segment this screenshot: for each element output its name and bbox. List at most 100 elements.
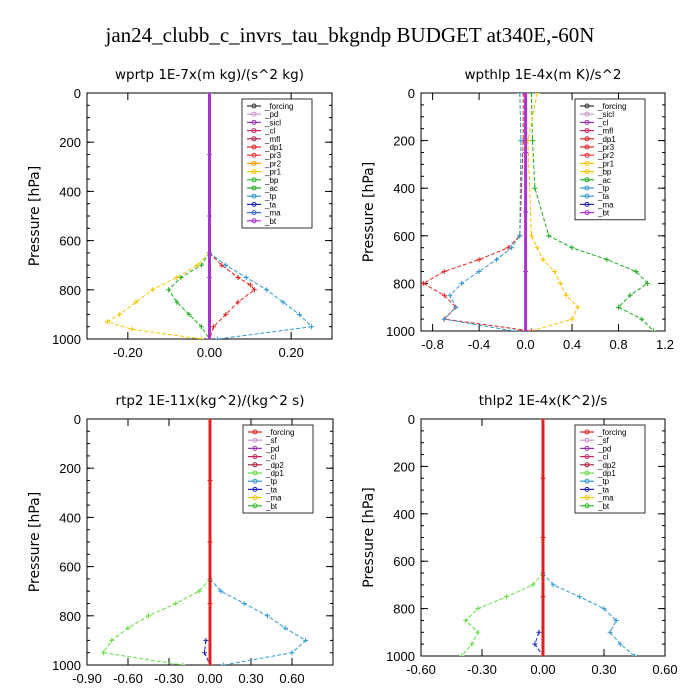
data-point xyxy=(523,269,529,274)
x-tick-label: 0.8 xyxy=(609,337,627,352)
data-point xyxy=(198,336,204,339)
legend-entry: _sf xyxy=(265,436,277,445)
legend-marker xyxy=(251,111,257,117)
legend-entry: _dp1 xyxy=(597,469,616,478)
legend-entry: _tp xyxy=(597,184,610,193)
legend-marker xyxy=(252,486,258,492)
data-point xyxy=(601,606,607,612)
legend-entry: _bt xyxy=(597,502,610,511)
data-point xyxy=(540,475,546,481)
data-point xyxy=(540,653,546,656)
data-point xyxy=(303,637,309,643)
data-point xyxy=(476,269,482,274)
legend-entry: _ma xyxy=(597,494,614,503)
legend-entry: _pd xyxy=(265,444,279,453)
data-point xyxy=(528,328,534,331)
panel-title: wpthlp 1E-4x(m K)/s^2 xyxy=(465,67,622,83)
data-point xyxy=(180,662,186,665)
series-line-pr1 xyxy=(527,93,579,331)
legend-entry: _pr1 xyxy=(597,159,615,168)
y-tick-label: 600 xyxy=(59,234,81,249)
legend-entry: _ta xyxy=(265,485,278,494)
legend-entry: _bt xyxy=(597,209,610,218)
series-line-dp1 xyxy=(461,572,544,656)
legend: _forcing_sf_pd_cl_dp2_dp1_tp_ta_ma_bt xyxy=(574,424,646,514)
series-line-dp1 xyxy=(209,252,256,339)
data-point xyxy=(523,209,529,215)
data-point xyxy=(569,316,575,322)
data-point xyxy=(459,280,465,286)
data-point xyxy=(202,650,208,656)
legend-marker xyxy=(251,185,257,191)
data-point xyxy=(218,588,224,594)
legend-entry: _sicl xyxy=(597,110,614,119)
series-group xyxy=(104,93,315,339)
data-point xyxy=(207,662,213,665)
data-point xyxy=(607,629,613,635)
legend-entry: _tp xyxy=(264,192,277,201)
legend-marker xyxy=(251,136,257,142)
x-tick-label: 0.60 xyxy=(652,662,677,677)
data-point xyxy=(540,535,546,540)
data-point xyxy=(207,93,212,96)
x-tick-label: -0.60 xyxy=(406,662,436,677)
data-point xyxy=(215,336,221,339)
legend-marker xyxy=(252,462,258,468)
data-point xyxy=(463,617,469,623)
x-tick-label: 0.30 xyxy=(238,671,263,686)
legend-entry: _forcing xyxy=(264,102,293,111)
data-point xyxy=(575,304,581,310)
y-tick-label: 1000 xyxy=(52,332,81,347)
y-tick-label: 200 xyxy=(393,459,415,474)
legend-marker xyxy=(584,185,590,191)
legend-box xyxy=(574,98,646,221)
data-point xyxy=(243,275,249,280)
legend-entry: _ma xyxy=(265,494,282,503)
data-point xyxy=(207,152,212,157)
y-tick-label: 800 xyxy=(59,609,81,624)
data-point xyxy=(557,280,563,286)
data-point xyxy=(441,292,447,298)
legend-marker xyxy=(584,119,590,125)
data-point xyxy=(104,319,110,325)
panel-rtp2: rtp2 1E-11x(kg^2)/(kg^2 s) Pressure [hPa]… xyxy=(27,393,334,686)
data-point xyxy=(203,637,209,643)
legend-entry: _ta xyxy=(597,485,610,494)
panel-wprtp: wprtp 1E-7x(m kg)/(s^2 kg) Pressure [hPa]… xyxy=(27,67,333,360)
panel-title: thlp2 1E-4x(K^2)/s xyxy=(479,393,608,409)
legend-marker xyxy=(584,437,590,443)
legend-marker xyxy=(251,218,257,224)
data-point xyxy=(632,653,637,656)
data-point xyxy=(532,641,538,647)
data-point xyxy=(196,588,202,594)
legend-marker xyxy=(252,454,258,460)
data-point xyxy=(221,662,227,665)
data-point xyxy=(441,316,447,322)
legend-entry: _pr1 xyxy=(264,168,282,177)
y-tick-label: 0 xyxy=(408,86,415,101)
series-line-tp xyxy=(209,252,313,339)
legend-entry: _cl xyxy=(597,453,608,462)
data-point xyxy=(546,233,552,239)
data-point xyxy=(453,304,459,310)
data-point xyxy=(540,257,546,263)
data-point xyxy=(280,299,286,305)
legend-entry: _ta xyxy=(597,192,610,201)
data-point xyxy=(645,280,651,286)
legend-entry: _sf xyxy=(597,436,609,445)
data-point xyxy=(109,637,115,643)
data-point xyxy=(627,292,633,298)
x-tick-label: 1.2 xyxy=(656,337,674,352)
data-point xyxy=(211,324,217,330)
data-point xyxy=(613,617,619,623)
x-tick-label: -0.4 xyxy=(468,337,490,352)
y-tick-label: 800 xyxy=(59,283,81,298)
legend-marker xyxy=(584,478,590,484)
data-point xyxy=(309,324,315,330)
legend-entry: _sicl xyxy=(264,118,281,127)
data-point xyxy=(633,269,639,274)
y-tick-label: 800 xyxy=(393,276,415,291)
legend-marker xyxy=(584,462,590,468)
data-point xyxy=(563,292,569,298)
series-line-ac xyxy=(168,252,210,339)
